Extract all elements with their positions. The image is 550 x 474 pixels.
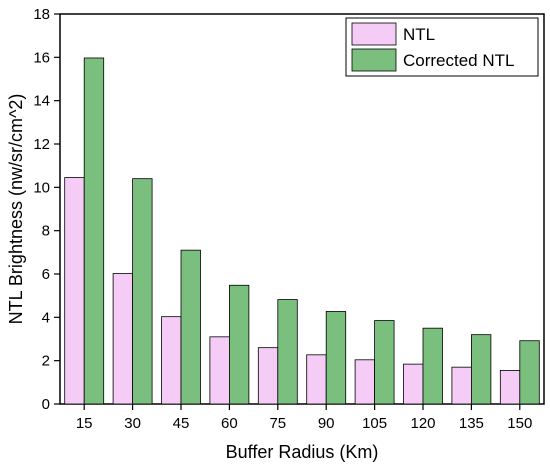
bar-corrected-ntl-150 [519,340,540,405]
x-axis-title: Buffer Radius (Km) [226,442,379,462]
x-axis: 15 30 45 60 75 90 105 120 135 150 [76,404,532,432]
bar-corrected-ntl-135 [470,334,492,405]
x-tick-label: 90 [318,415,335,432]
x-tick-label: 120 [410,415,435,432]
bar-ntl-105 [354,359,376,405]
legend-swatch-corrected-ntl [351,48,397,72]
bar-corrected-ntl-60 [228,284,250,405]
y-tick-label: 12 [33,136,50,153]
y-tick-label: 10 [33,179,50,196]
bar-corrected-ntl-15 [83,57,105,405]
bar-corrected-ntl-30 [132,178,153,405]
bar-corrected-ntl-105 [374,320,395,405]
x-tick-label: 30 [124,415,141,432]
y-tick-label: 8 [42,223,50,240]
bar-ntl-45 [161,316,182,405]
x-tick-label: 150 [507,415,532,432]
bar-ntl-60 [209,336,230,405]
bar-ntl-15 [64,177,85,405]
y-tick-label: 18 [33,6,50,23]
bar-ntl-30 [112,273,133,405]
y-tick-label: 4 [42,309,50,326]
bar-ntl-90 [306,354,327,405]
bar-corrected-ntl-45 [180,249,201,405]
bars-layer [64,57,540,405]
bar-ntl-135 [451,366,472,405]
bar-ntl-120 [403,363,424,405]
y-tick-label: 2 [42,353,50,370]
x-tick-label: 135 [459,415,484,432]
y-axis-title: NTL Brightness (nw/sr/cm^2) [6,94,26,325]
legend-swatch-ntl [351,22,397,46]
bar-corrected-ntl-120 [422,327,443,405]
x-tick-label: 60 [221,415,238,432]
x-tick-label: 15 [76,415,93,432]
legend: NTL Corrected NTL [345,17,539,77]
x-tick-label: 105 [362,415,387,432]
y-axis: 0 2 4 6 8 10 12 14 16 18 [33,6,60,413]
y-tick-label: 6 [42,266,50,283]
x-tick-label: 75 [269,415,286,432]
legend-label-ntl: NTL [403,25,435,44]
bar-corrected-ntl-90 [325,311,347,405]
legend-label-corrected-ntl: Corrected NTL [403,51,514,70]
bar-corrected-ntl-75 [277,299,298,405]
bar-ntl-150 [499,370,521,405]
y-tick-label: 0 [42,396,50,413]
y-tick-label: 14 [33,93,50,110]
bar-ntl-75 [257,347,279,405]
y-tick-label: 16 [33,49,50,66]
x-tick-label: 45 [173,415,190,432]
